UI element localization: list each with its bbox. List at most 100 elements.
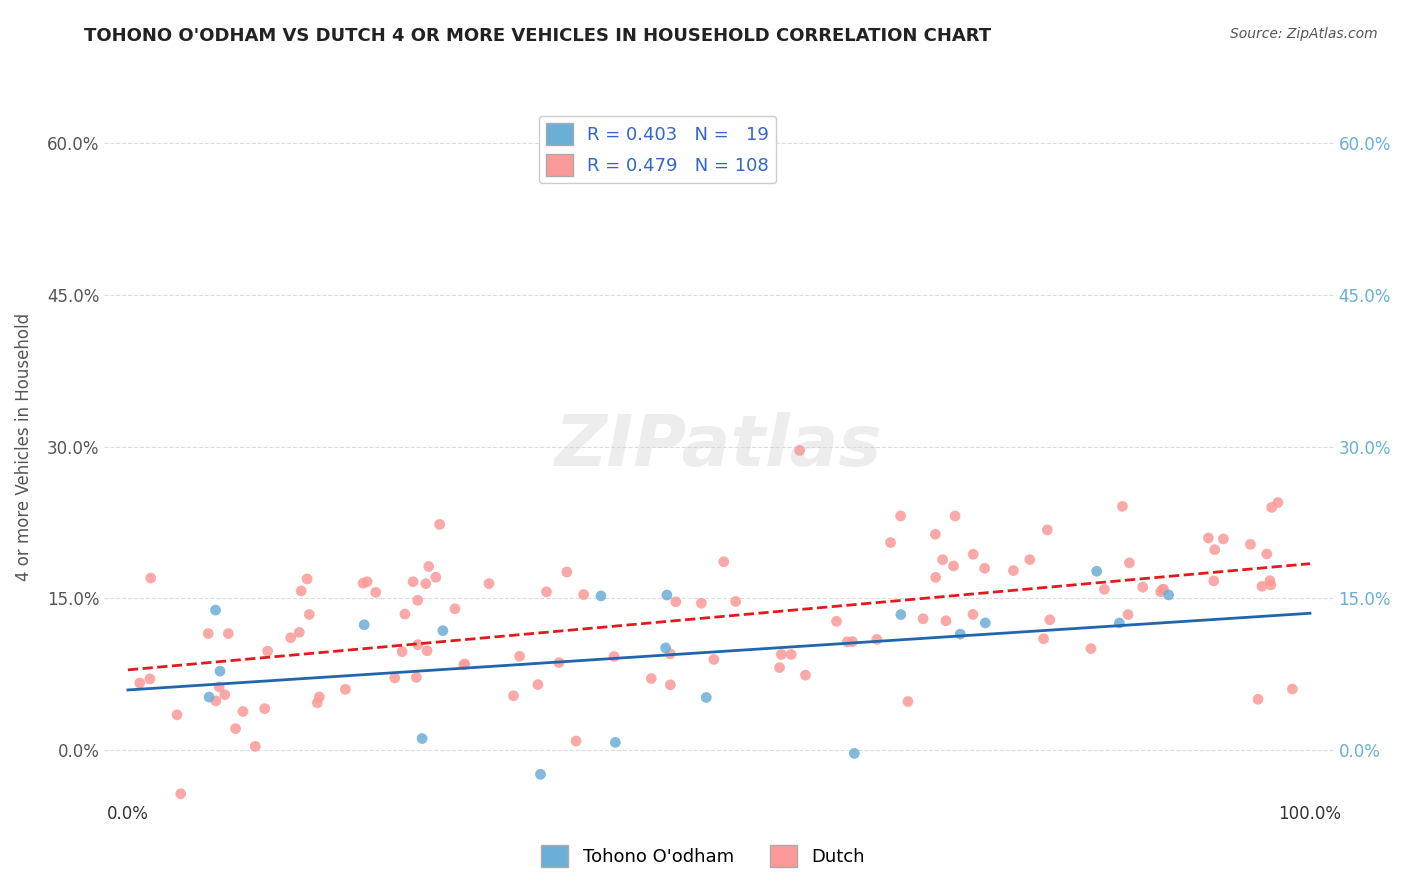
Point [1258,574,1281,588]
Point [253,701,276,715]
Point [974,615,997,630]
Point [659,678,682,692]
Point [931,553,953,567]
Point [1202,574,1225,588]
Point [943,508,966,523]
Point [391,645,413,659]
Point [942,559,965,574]
Point [197,626,219,640]
Point [935,614,957,628]
Point [770,648,793,662]
Point [1197,531,1219,545]
Point [1150,584,1173,599]
Point [1080,641,1102,656]
Point [1260,578,1282,592]
Point [527,677,550,691]
Point [298,607,321,622]
Point [364,585,387,599]
Point [232,705,254,719]
Point [1267,495,1289,509]
Point [139,672,162,686]
Point [170,787,193,801]
Point [432,624,454,638]
Point [1152,582,1174,597]
Point [288,625,311,640]
Point [245,739,267,754]
Point [589,589,612,603]
Point [205,694,228,708]
Point [703,652,725,666]
Point [208,664,231,678]
Y-axis label: 4 or more Vehicles in Household: 4 or more Vehicles in Household [15,312,32,581]
Point [502,689,524,703]
Text: ZIPatlas: ZIPatlas [555,412,883,481]
Point [695,690,717,705]
Point [973,561,995,575]
Point [406,638,429,652]
Point [295,572,318,586]
Point [1281,681,1303,696]
Point [1085,564,1108,578]
Point [794,668,817,682]
Point [962,607,984,622]
Point [1039,613,1062,627]
Point [548,656,571,670]
Point [890,607,912,622]
Point [429,517,451,532]
Point [290,583,312,598]
Point [768,660,790,674]
Point [308,690,330,704]
Point [418,559,440,574]
Point [603,649,626,664]
Point [780,648,803,662]
Point [879,535,901,549]
Point [1247,692,1270,706]
Point [665,595,688,609]
Point [406,593,429,607]
Point [1132,580,1154,594]
Point [890,508,912,523]
Point [1032,632,1054,646]
Point [394,607,416,621]
Point [924,527,946,541]
Point [912,612,935,626]
Point [509,649,531,664]
Point [416,644,439,658]
Point [572,588,595,602]
Point [1239,537,1261,551]
Point [529,767,551,781]
Point [1018,552,1040,566]
Point [605,735,627,749]
Point [1116,607,1139,622]
Point [256,644,278,658]
Point [225,722,247,736]
Point [897,694,920,708]
Point [962,547,984,561]
Point [217,626,239,640]
Point [214,688,236,702]
Point [307,696,329,710]
Point [1108,615,1130,630]
Point [444,601,467,615]
Point [352,576,374,591]
Point [866,632,889,647]
Point [659,647,682,661]
Point [204,603,226,617]
Point [841,634,863,648]
Legend: R = 0.403   N =   19, R = 0.479   N = 108: R = 0.403 N = 19, R = 0.479 N = 108 [538,116,776,184]
Point [335,682,357,697]
Point [1036,523,1059,537]
Point [478,576,501,591]
Point [1212,532,1234,546]
Point [356,574,378,589]
Point [402,574,425,589]
Point [425,570,447,584]
Point [565,734,588,748]
Point [690,596,713,610]
Point [1256,547,1278,561]
Point [1251,579,1274,593]
Point [789,443,811,458]
Point [837,635,859,649]
Point [353,617,375,632]
Point [825,615,848,629]
